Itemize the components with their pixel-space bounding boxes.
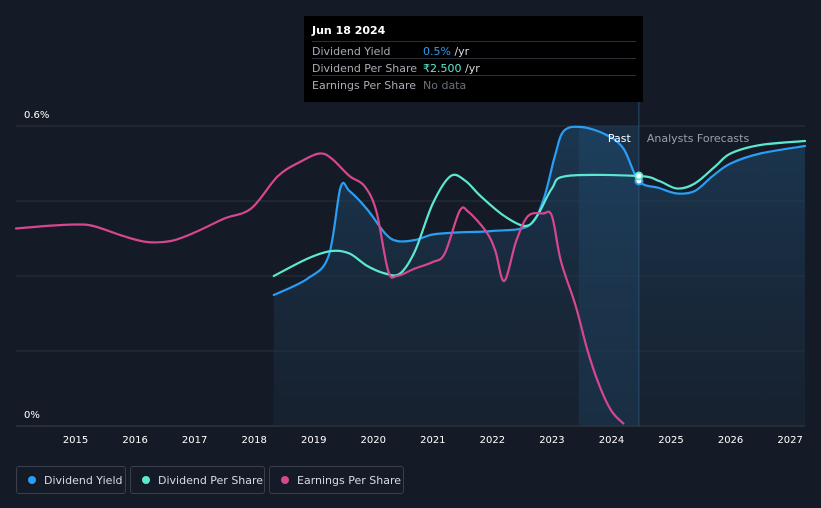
tooltip-label: Dividend Per Share bbox=[312, 62, 418, 75]
x-tick-label: 2015 bbox=[63, 435, 88, 446]
y-tick-label: 0% bbox=[24, 410, 40, 421]
past-label: Past bbox=[608, 132, 632, 145]
tooltip-row-earnings-per-share: Earnings Per Share No data bbox=[312, 75, 636, 93]
legend-item-earnings-per-share[interactable]: Earnings Per Share bbox=[269, 466, 404, 494]
x-tick-label: 2017 bbox=[182, 435, 207, 446]
dividend-yield-area bbox=[273, 126, 805, 427]
x-tick-label: 2024 bbox=[599, 435, 624, 446]
analysts-forecasts-label: Analysts Forecasts bbox=[647, 132, 750, 145]
legend-item-dividend-yield[interactable]: Dividend Yield bbox=[16, 466, 126, 494]
x-tick-label: 2020 bbox=[361, 435, 386, 446]
legend-dot-icon bbox=[142, 476, 150, 484]
tooltip-row-dividend-per-share: Dividend Per Share ₹2.500 /yr bbox=[312, 58, 636, 76]
legend-label: Dividend Yield bbox=[44, 473, 123, 487]
x-tick-label: 2018 bbox=[241, 435, 266, 446]
x-tick-label: 2027 bbox=[777, 435, 802, 446]
x-tick-label: 2019 bbox=[301, 435, 326, 446]
tooltip-value: No data bbox=[423, 79, 467, 92]
tooltip-unit: /yr bbox=[461, 62, 480, 75]
series-line-dividend-yield bbox=[272, 125, 807, 297]
tooltip-date: Jun 18 2024 bbox=[312, 24, 386, 37]
x-tick-label: 2025 bbox=[658, 435, 683, 446]
y-tick-label: 0.6% bbox=[24, 110, 49, 121]
series-line-dividend-per-share bbox=[272, 139, 807, 278]
tooltip-unit: /yr bbox=[450, 45, 470, 58]
x-tick-label: 2022 bbox=[480, 435, 505, 446]
x-tick-label: 2016 bbox=[122, 435, 147, 446]
x-tick-label: 2023 bbox=[539, 435, 564, 446]
legend-dot-icon bbox=[28, 476, 36, 484]
tooltip-label: Dividend Yield bbox=[312, 45, 391, 58]
tooltip-value: ₹2.500 bbox=[423, 62, 462, 75]
tooltip-value: 0.5% bbox=[423, 45, 451, 58]
tooltip-label: Earnings Per Share bbox=[312, 79, 417, 92]
legend-item-dividend-per-share[interactable]: Dividend Per Share bbox=[130, 466, 265, 494]
series-line-earnings-per-share bbox=[14, 152, 625, 425]
legend-label: Earnings Per Share bbox=[297, 473, 402, 487]
tooltip-row-dividend-yield: Dividend Yield 0.5% /yr bbox=[312, 41, 636, 59]
legend-label: Dividend Per Share bbox=[158, 473, 264, 487]
x-tick-label: 2026 bbox=[718, 435, 743, 446]
x-tick-label: 2021 bbox=[420, 435, 445, 446]
legend-dot-icon bbox=[281, 476, 289, 484]
marker-dot-dividend-per-share bbox=[634, 171, 644, 181]
tooltip: Jun 18 2024 Dividend Yield 0.5% /yr Divi… bbox=[304, 16, 643, 102]
